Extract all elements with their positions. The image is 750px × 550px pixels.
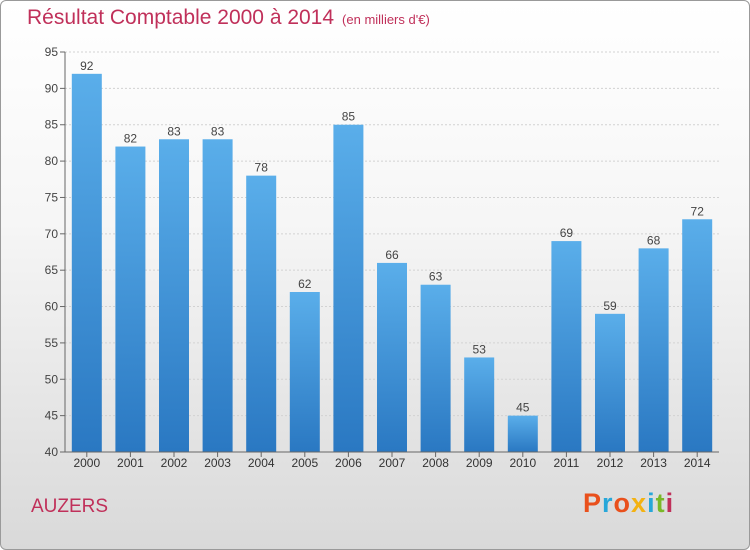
x-tick-label-2001: 2001: [117, 456, 144, 470]
data-label-2008: 63: [429, 270, 443, 284]
data-label-2013: 68: [647, 233, 661, 247]
x-tick-label-2012: 2012: [597, 456, 624, 470]
data-label-2001: 82: [124, 132, 138, 146]
data-label-2000: 92: [80, 59, 94, 73]
x-tick-label-2006: 2006: [335, 456, 362, 470]
logo-letter: i: [647, 488, 656, 518]
y-tick-label: 70: [45, 227, 59, 241]
bar-2011[interactable]: [551, 241, 582, 452]
bar-2003[interactable]: [202, 139, 233, 453]
bar-2004[interactable]: [246, 175, 277, 453]
data-label-2010: 45: [516, 401, 530, 415]
logo-letter: P: [583, 488, 603, 518]
x-tick-label-2005: 2005: [291, 456, 318, 470]
data-label-2002: 83: [167, 124, 181, 138]
y-tick-label: 40: [45, 445, 59, 459]
data-label-2003: 83: [211, 124, 225, 138]
x-tick-label-2007: 2007: [379, 456, 406, 470]
proxiti-logo[interactable]: Proxiti: [583, 488, 674, 519]
data-label-2006: 85: [342, 110, 356, 124]
y-tick-label: 50: [45, 372, 59, 386]
bar-2002[interactable]: [159, 139, 189, 453]
logo-letter: r: [602, 488, 614, 518]
y-tick-label: 90: [45, 81, 59, 95]
bar-2014[interactable]: [682, 219, 713, 452]
bar-2005[interactable]: [289, 292, 320, 452]
logo-letter: i: [665, 488, 675, 518]
x-tick-label-2004: 2004: [248, 456, 275, 470]
chart-title-text: Résultat Comptable 2000 à 2014: [27, 6, 335, 29]
y-tick-label: 55: [45, 336, 59, 350]
data-label-2011: 69: [560, 226, 574, 240]
y-tick-label: 80: [45, 154, 59, 168]
commune-name: AUZERS: [31, 496, 109, 517]
data-label-2004: 78: [255, 161, 269, 175]
data-label-2005: 62: [298, 277, 312, 291]
bar-2006[interactable]: [333, 124, 364, 453]
x-tick-label-2010: 2010: [509, 456, 536, 470]
y-tick-label: 60: [45, 300, 59, 314]
bar-2001[interactable]: [115, 146, 146, 452]
x-tick-label-2008: 2008: [422, 456, 449, 470]
y-tick-label: 85: [45, 118, 59, 132]
chart-unit: (en milliers d'€): [342, 12, 430, 27]
bar-2007[interactable]: [377, 262, 407, 452]
bar-2008[interactable]: [420, 284, 451, 452]
x-tick-label-2011: 2011: [553, 456, 579, 470]
y-tick-label: 75: [45, 190, 59, 204]
x-tick-label-2003: 2003: [204, 456, 231, 470]
bar-2009[interactable]: [464, 357, 495, 452]
y-tick-label: 95: [45, 45, 59, 59]
x-tick-label-2014: 2014: [684, 456, 711, 470]
y-tick-label: 65: [45, 263, 59, 277]
data-label-2014: 72: [691, 204, 705, 218]
bar-2013[interactable]: [638, 248, 669, 452]
bar-2010[interactable]: [507, 415, 538, 452]
data-label-2007: 66: [385, 248, 399, 262]
x-tick-label-2002: 2002: [161, 456, 188, 470]
bar-2012[interactable]: [595, 313, 625, 452]
bar-2000[interactable]: [71, 73, 102, 453]
data-label-2009: 53: [473, 342, 487, 356]
logo-letter: o: [613, 488, 632, 518]
x-tick-label-2000: 2000: [73, 456, 100, 470]
x-tick-label-2009: 2009: [466, 456, 493, 470]
y-tick-label: 45: [45, 409, 59, 423]
chart-title: Résultat Comptable 2000 à 2014 (en millie…: [27, 6, 430, 30]
logo-letter: x: [631, 488, 648, 518]
x-tick-label-2013: 2013: [640, 456, 667, 470]
logo-letter: t: [655, 488, 666, 518]
data-label-2012: 59: [603, 299, 617, 313]
